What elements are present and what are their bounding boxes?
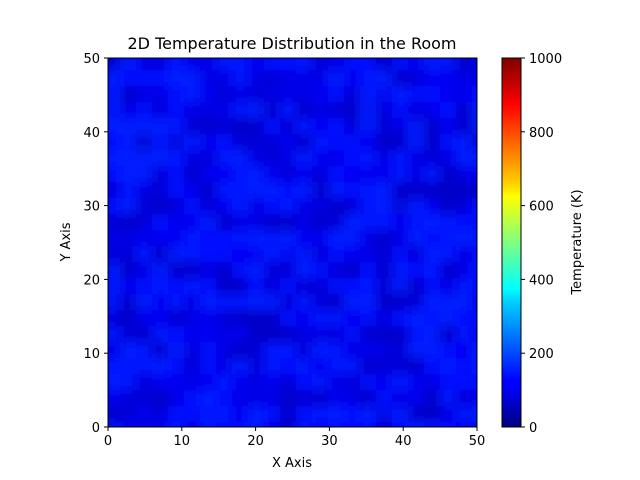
heatmap-cell [296, 422, 320, 427]
colorbar-tick-label: 400 [529, 273, 554, 288]
heatmap-cell [232, 422, 256, 427]
heatmap-cell [472, 70, 477, 94]
heatmap-cell [472, 262, 477, 286]
heatmap-cell [108, 422, 128, 427]
heatmap-cell [120, 422, 144, 427]
heatmap-cell [472, 310, 477, 334]
heatmap-cell [456, 422, 477, 427]
heatmap-cell [472, 422, 477, 427]
y-tick-label: 30 [83, 200, 100, 215]
y-tick-label: 50 [83, 52, 100, 67]
heatmap-cell [472, 118, 477, 142]
heatmap-cell [472, 166, 477, 190]
colorbar [501, 57, 522, 428]
heatmap-cell [456, 406, 477, 427]
x-axis-ticks: 0 10 20 30 40 50 [104, 427, 485, 449]
heatmap-cell [472, 198, 477, 222]
heatmap-cell [408, 422, 432, 427]
y-tick-label: 10 [83, 347, 100, 362]
heatmap-cell [216, 422, 240, 427]
heatmap-cell [472, 86, 477, 110]
heatmap-cell [472, 374, 477, 398]
heatmap-cell [472, 358, 477, 382]
heatmap-cell [472, 390, 477, 414]
heatmap-cell [424, 422, 448, 427]
heatmap-cell [200, 422, 224, 427]
heatmap-cell [472, 326, 477, 350]
heatmap-cell [168, 422, 192, 427]
y-tick-label: 0 [92, 421, 100, 436]
heatmap-cell [312, 422, 336, 427]
heatmap-cell [392, 422, 416, 427]
heatmap-cell [472, 246, 477, 270]
heatmap-cell [280, 422, 304, 427]
heatmap-cell [472, 406, 477, 427]
heatmap-cell [264, 422, 288, 427]
x-axis-label: X Axis [272, 456, 312, 471]
x-tick-label: 40 [395, 434, 412, 449]
heatmap-cell [248, 422, 272, 427]
y-tick-label: 40 [83, 126, 100, 141]
colorbar-ticks: 0 200 400 600 800 1000 [521, 52, 562, 436]
colorbar-tick-label: 800 [529, 126, 554, 141]
x-tick-label: 0 [104, 434, 112, 449]
x-tick-label: 20 [247, 434, 264, 449]
heatmap-cell [472, 278, 477, 302]
y-axis-label: Y Axis [59, 222, 74, 262]
plot-frame [107, 57, 478, 428]
x-tick-label: 10 [174, 434, 191, 449]
colorbar-tick-label: 0 [529, 421, 537, 436]
y-axis-ticks: 0 10 20 30 40 50 [83, 52, 108, 436]
heatmap-cell [472, 134, 477, 158]
heatmap-cell [376, 422, 400, 427]
heatmap-cell [136, 422, 160, 427]
colorbar-tick-label: 200 [529, 347, 554, 362]
heatmap-cell [440, 422, 464, 427]
y-tick-label: 20 [83, 273, 100, 288]
heatmap-cell [472, 182, 477, 206]
heatmap-cell [152, 422, 176, 427]
heatmap-cell [472, 102, 477, 126]
x-tick-label: 30 [321, 434, 338, 449]
heatmap-area [108, 58, 477, 427]
colorbar-tick-label: 600 [529, 200, 554, 215]
heatmap-cell [472, 230, 477, 254]
heatmap-cell [184, 422, 208, 427]
colorbar-label: Temperature (K) [570, 189, 585, 295]
heatmap-cell [360, 422, 384, 427]
x-tick-label: 50 [469, 434, 486, 449]
heatmap-cell [344, 422, 368, 427]
heatmap-cell [472, 150, 477, 174]
heatmap-cell [328, 422, 352, 427]
colorbar-tick-label: 1000 [529, 52, 562, 67]
chart-title: 2D Temperature Distribution in the Room [127, 34, 456, 53]
heatmap-cell [472, 58, 477, 78]
heatmap-cell [472, 214, 477, 238]
heatmap-cell [472, 342, 477, 366]
heatmap-cell [472, 294, 477, 318]
